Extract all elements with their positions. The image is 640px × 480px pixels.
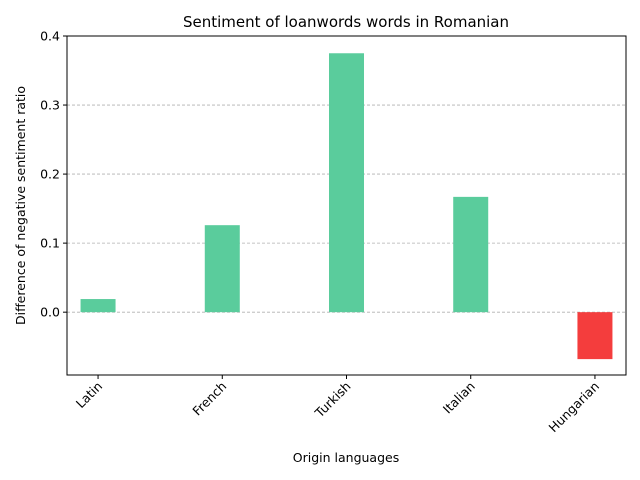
x-tick-label: Hungarian [545,379,602,436]
x-tick-label: Turkish [311,379,353,421]
plot-frame [66,35,627,376]
x-tick-label: French [189,379,229,419]
bar-italian [453,196,489,313]
bars [80,53,613,360]
y-tick-label: 0.3 [40,98,60,113]
y-axis: 0.0 0.1 0.2 0.3 0.4 [40,29,67,320]
chart-title: Sentiment of loanwords words in Romanian [183,13,509,31]
y-tick-label: 0.2 [40,167,60,182]
bar-french [204,225,240,313]
bar-hungarian [577,312,613,360]
bar-latin [80,299,116,313]
bar-turkish [329,53,364,313]
y-tick-label: 0.1 [40,236,60,251]
x-axis-label: Origin languages [293,450,399,465]
y-axis-label: Difference of negative sentiment ratio [13,86,28,325]
y-tick-label: 0.4 [40,29,60,44]
y-tick-label: 0.0 [40,305,60,320]
x-axis: Latin French Turkish Italian Hungarian [73,375,602,435]
x-tick-label: Italian [440,379,478,417]
x-tick-label: Latin [73,379,105,411]
